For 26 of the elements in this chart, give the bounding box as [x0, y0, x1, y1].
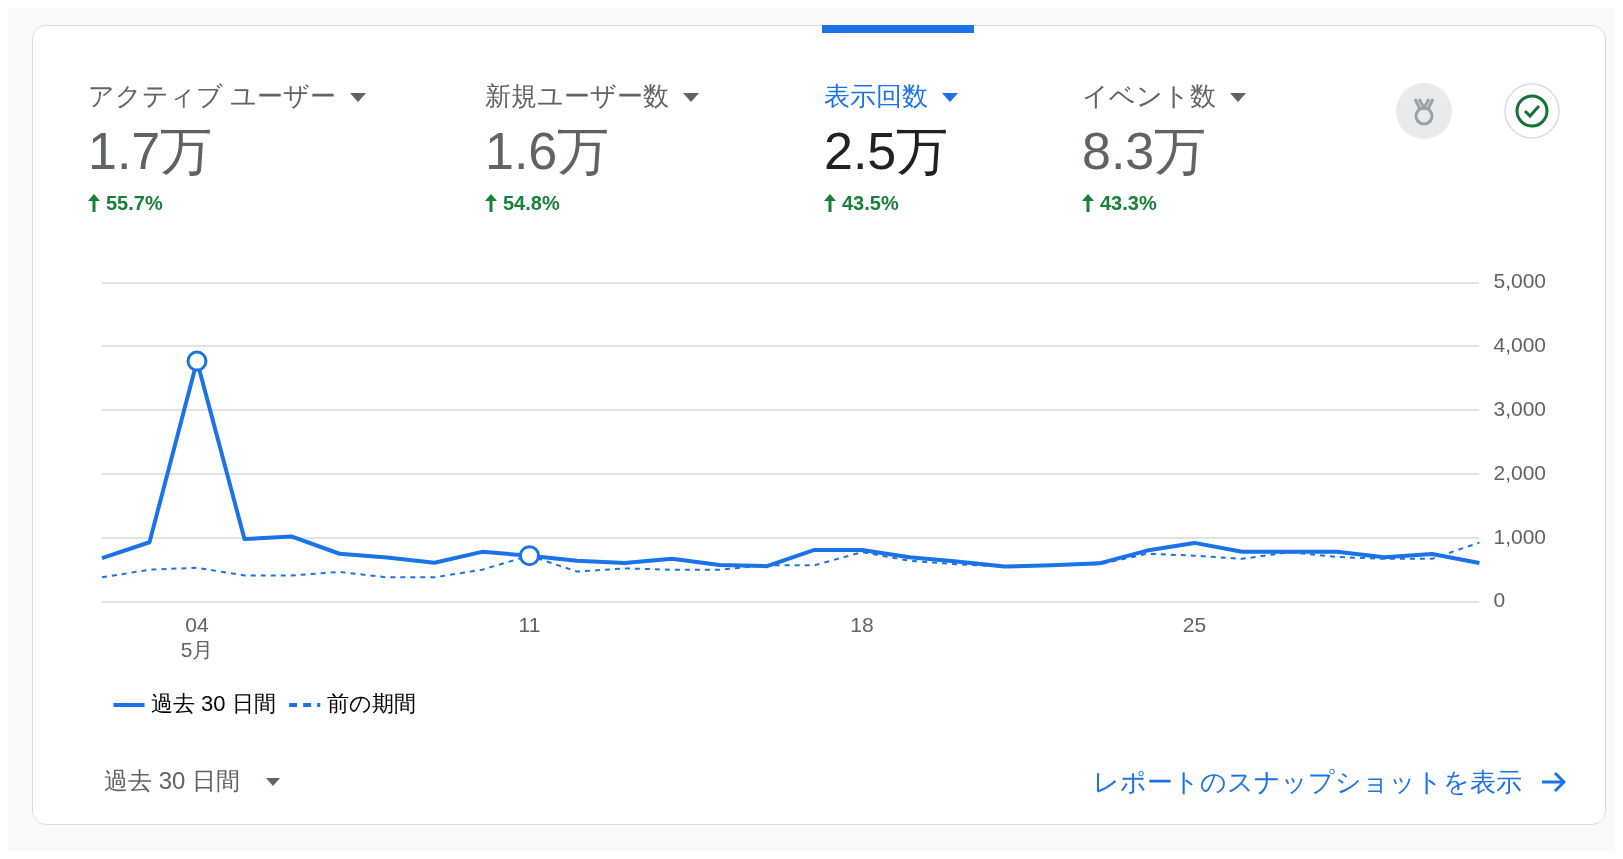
- x-tick-label: 11: [518, 613, 541, 636]
- text: レポートのスナップショットを表示: [1093, 767, 1522, 797]
- text: 2.5万: [824, 121, 950, 182]
- x-tick-label: 25: [1182, 613, 1207, 636]
- y-tick-label: 5,000: [1493, 269, 1547, 293]
- legend-label: 過去 30 日間: [151, 691, 276, 717]
- x-tick-label: 18: [850, 613, 874, 636]
- y-tick-label: 0: [1493, 588, 1506, 612]
- text: 過去 30 日間: [104, 767, 241, 794]
- text: 8.3万: [1082, 121, 1208, 182]
- y-tick-label: 4,000: [1493, 333, 1547, 357]
- y-tick-label: 1,000: [1493, 524, 1547, 548]
- legend-label: 前の期間: [326, 691, 416, 717]
- text: 54.8%: [503, 192, 560, 214]
- text: アクティブ ユーザー: [88, 81, 337, 111]
- text: 1.6万: [485, 121, 611, 182]
- y-tick-label: 3,000: [1493, 397, 1547, 420]
- text: 43.3%: [1100, 192, 1157, 214]
- text: 55.7%: [106, 192, 163, 214]
- text: 新規ユーザー数: [485, 81, 669, 111]
- y-tick-label: 2,000: [1493, 460, 1547, 484]
- text: 1.7万: [88, 121, 214, 182]
- text: 43.5%: [842, 192, 899, 214]
- x-tick-label: 04 5月: [180, 613, 214, 662]
- text: イベント数: [1082, 81, 1216, 111]
- text: 表示回数: [824, 81, 928, 111]
